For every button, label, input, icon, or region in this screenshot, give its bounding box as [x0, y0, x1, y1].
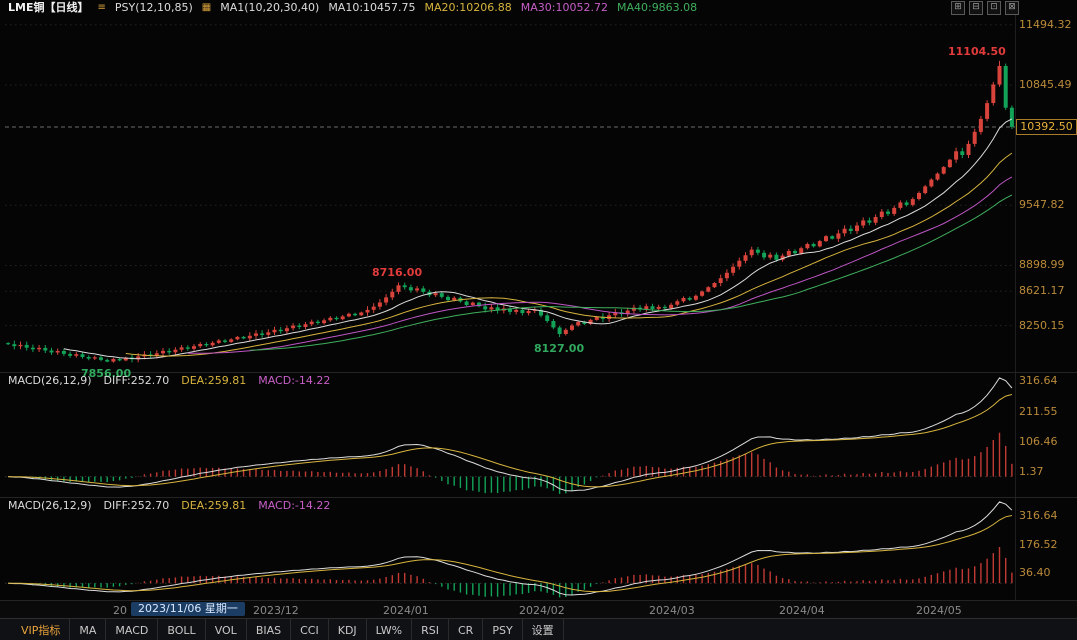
main-chart-canvas[interactable] — [0, 15, 1077, 372]
macd1-title: MACD(26,12,9) — [8, 374, 92, 387]
price-annotation: 8127.00 — [534, 342, 585, 355]
date-tick: 2024/04 — [779, 604, 825, 617]
panel-divider — [0, 497, 1077, 498]
toolbar-item-vip-indicators[interactable]: VIP指标 — [12, 619, 71, 640]
price-axis-label: 8621.17 — [1019, 284, 1065, 297]
toolbar-item-rsi[interactable]: RSI — [412, 619, 449, 640]
toolbar-item-lwr[interactable]: LW% — [367, 619, 413, 640]
indicator-toolbar: VIP指标 MA MACD BOLL VOL BIAS CCI KDJ LW% RSI CR PSY 设… — [0, 618, 1077, 640]
ma40-value: MA40:9863.08 — [616, 1, 698, 14]
price-annotation: 7856.00 — [81, 367, 132, 380]
axis-separator — [1015, 15, 1016, 600]
window-controls: ⊞ ⊟ ⊡ ⊠ — [951, 1, 1019, 15]
macd1-dea-value: DEA:259.81 — [181, 374, 247, 387]
macd1-header: MACD(26,12,9) DIFF:252.70 DEA:259.81 MAC… — [8, 374, 330, 387]
macd1-canvas[interactable] — [0, 372, 1077, 497]
toolbar-item-psy[interactable]: PSY — [483, 619, 523, 640]
symbol-title: LME铜【日线】 — [8, 1, 89, 14]
price-annotation: 8716.00 — [372, 266, 423, 279]
macd2-macd-value: MACD:-14.22 — [258, 499, 331, 512]
toolbar-item-bias[interactable]: BIAS — [247, 619, 292, 640]
date-axis: 2023/12 2024/01 2024/02 2024/03 2024/04 2024/… — [0, 600, 1077, 618]
ma-group-label: MA1(10,20,30,40) — [220, 1, 320, 14]
macd-axis-label: 106.46 — [1019, 435, 1058, 448]
chart-header: LME铜【日线】 ≡ PSY(12,10,85) ▦ MA1(10,20,30,… — [0, 0, 1077, 15]
macd2-title: MACD(26,12,9) — [8, 499, 92, 512]
panel-divider — [0, 372, 1077, 373]
macd2-dea-value: DEA:259.81 — [181, 499, 247, 512]
selected-date-highlight: 2023/11/06 星期一 — [131, 602, 245, 616]
price-annotation: 11104.50 — [948, 45, 1006, 58]
ma10-value: MA10:10457.75 — [328, 1, 416, 14]
last-price-label: 10392.50 — [1016, 119, 1077, 135]
macd-axis-label: 316.64 — [1019, 509, 1058, 522]
maximize-icon[interactable]: ⊠ — [1005, 1, 1019, 15]
date-tick: 2024/03 — [649, 604, 695, 617]
toolbar-item-macd[interactable]: MACD — [106, 619, 159, 640]
macd-panel-2: MACD(26,12,9) DIFF:252.70 DEA:259.81 MAC… — [0, 497, 1077, 600]
date-tick: 2023/12 — [253, 604, 299, 617]
ma20-value: MA20:10206.88 — [424, 1, 512, 14]
macd1-macd-value: MACD:-14.22 — [258, 374, 331, 387]
ma30-value: MA30:10052.72 — [520, 1, 608, 14]
psy-indicator-label: PSY(12,10,85) — [114, 1, 193, 14]
date-tick: 2024/02 — [519, 604, 565, 617]
grid-tool-icon[interactable]: ▦ — [201, 2, 212, 13]
date-tick: 2024/05 — [916, 604, 962, 617]
price-axis-label: 8250.15 — [1019, 319, 1065, 332]
price-axis-label: 11494.32 — [1019, 18, 1072, 31]
macd1-diff-value: DIFF:252.70 — [103, 374, 170, 387]
toolbar-item-cr[interactable]: CR — [449, 619, 484, 640]
macd-axis-label: 176.52 — [1019, 538, 1058, 551]
macd2-diff-value: DIFF:252.70 — [103, 499, 170, 512]
layout-grid-icon[interactable]: ⊞ — [951, 1, 965, 15]
macd2-canvas[interactable] — [0, 497, 1077, 600]
minimize-icon[interactable]: ⊟ — [969, 1, 983, 15]
date-tick: 20 — [113, 604, 127, 617]
price-axis-label: 9547.82 — [1019, 198, 1065, 211]
toolbar-item-boll[interactable]: BOLL — [158, 619, 206, 640]
macd-axis-label: 211.55 — [1019, 405, 1058, 418]
price-axis-label: 8898.99 — [1019, 258, 1065, 271]
macd-axis-label: 316.64 — [1019, 374, 1058, 387]
macd2-header: MACD(26,12,9) DIFF:252.70 DEA:259.81 MAC… — [8, 499, 330, 512]
menu-icon[interactable]: ≡ — [97, 2, 106, 13]
toolbar-item-settings[interactable]: 设置 — [523, 619, 564, 640]
macd-panel-1: MACD(26,12,9) DIFF:252.70 DEA:259.81 MAC… — [0, 372, 1077, 497]
toolbar-item-cci[interactable]: CCI — [291, 619, 329, 640]
date-tick: 2024/01 — [383, 604, 429, 617]
main-chart-panel: 10392.50 11494.32 10845.49 9547.82 8898.99 8… — [0, 15, 1077, 380]
restore-icon[interactable]: ⊡ — [987, 1, 1001, 15]
toolbar-item-vol[interactable]: VOL — [206, 619, 247, 640]
toolbar-item-ma[interactable]: MA — [70, 619, 107, 640]
macd-axis-label: 36.40 — [1019, 566, 1051, 579]
toolbar-item-kdj[interactable]: KDJ — [329, 619, 367, 640]
macd-axis-label: 1.37 — [1019, 465, 1044, 478]
price-axis-label: 10845.49 — [1019, 78, 1072, 91]
